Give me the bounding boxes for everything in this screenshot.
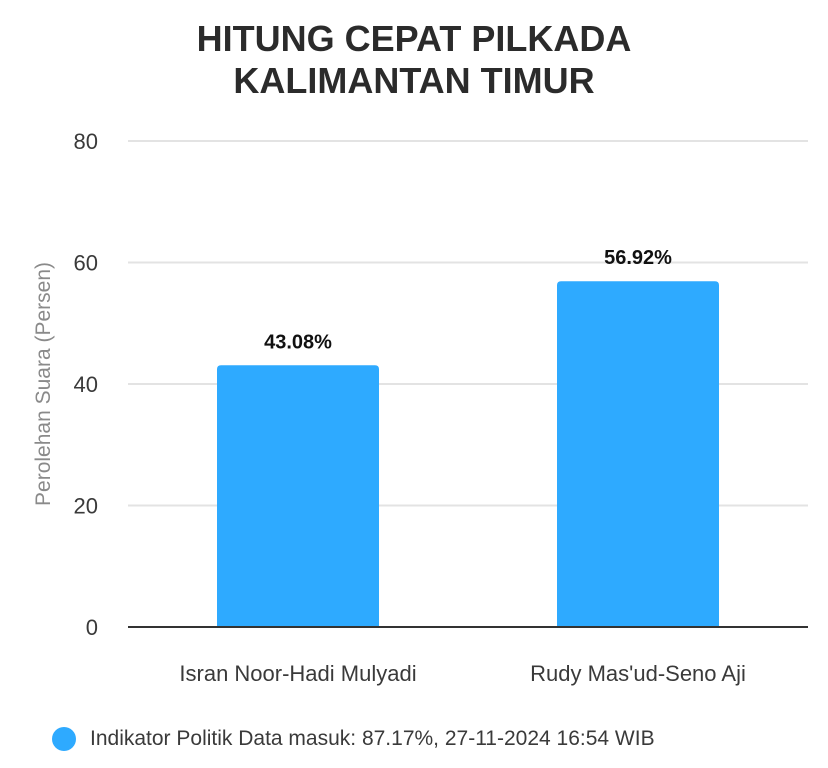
legend-label: Indikator Politik Data masuk: 87.17%, 27…: [90, 727, 655, 750]
y-tick-label: 80: [74, 129, 98, 154]
chart-title-line-2: KALIMANTAN TIMUR: [233, 60, 595, 101]
data-label: 43.08%: [264, 331, 332, 353]
y-tick-label: 40: [74, 372, 98, 397]
legend-marker: [52, 727, 76, 751]
x-tick-label: Isran Noor-Hadi Mulyadi: [179, 661, 416, 686]
y-tick-label: 0: [86, 615, 98, 640]
bar: [217, 365, 379, 627]
chart-title-line-1: HITUNG CEPAT PILKADA: [196, 18, 632, 59]
y-axis-label: Perolehan Suara (Persen): [32, 262, 55, 506]
y-tick-label: 20: [74, 494, 98, 519]
legend: Indikator Politik Data masuk: 87.17%, 27…: [52, 727, 655, 751]
y-tick-label: 60: [74, 251, 98, 276]
data-label: 56.92%: [604, 247, 672, 269]
chart-title: HITUNG CEPAT PILKADA KALIMANTAN TIMUR: [0, 18, 828, 102]
x-tick-label: Rudy Mas'ud-Seno Aji: [530, 661, 746, 686]
bar: [557, 281, 719, 627]
